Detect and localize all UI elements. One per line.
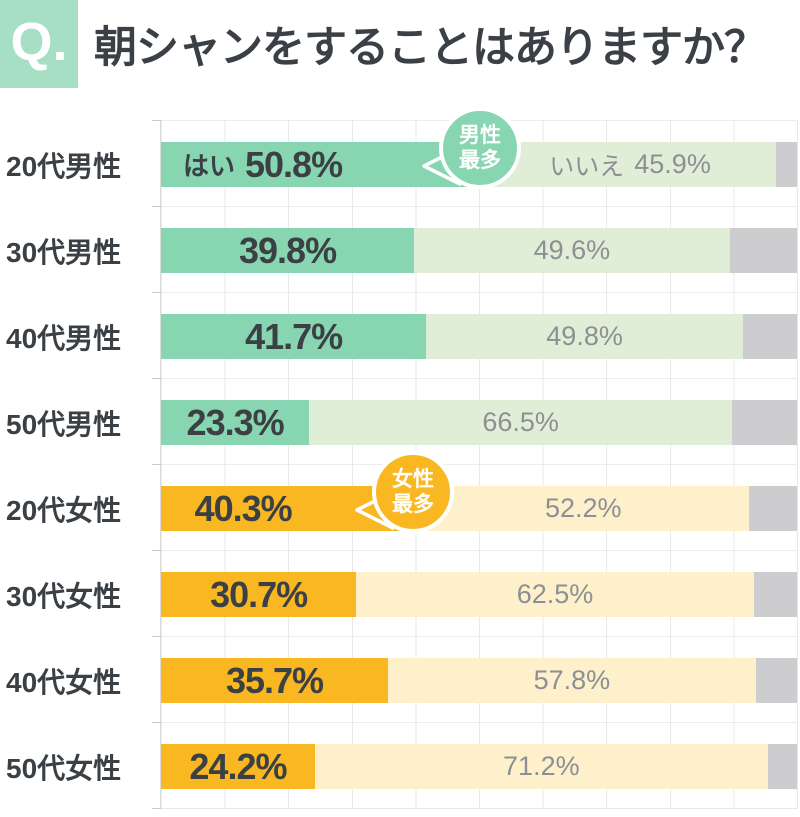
segment-yes: 40.3%: [161, 486, 418, 531]
axis-tick: [152, 808, 161, 809]
chart-row-bar: 23.3% 66.5%: [161, 400, 797, 445]
series-name-yes: はい: [182, 151, 235, 181]
segment-no: 66.5%: [309, 400, 733, 445]
value-no: 71.2%: [503, 751, 580, 781]
chart-row-bar: 41.7% 49.8%: [161, 314, 797, 359]
category-label: 50代女性: [6, 752, 122, 784]
category-label: 40代男性: [6, 322, 122, 354]
header: Q. 朝シャンをすることはありますか？: [0, 0, 800, 92]
category-label: 30代男性: [6, 236, 122, 268]
value-no: 49.8%: [546, 321, 623, 351]
segment-yes: はい 50.8%: [161, 142, 485, 187]
segment-remainder: [767, 744, 797, 789]
value-no: 66.5%: [482, 407, 559, 437]
value-yes: 24.2%: [189, 745, 287, 787]
chart-row-bar: 39.8% 49.6%: [161, 228, 797, 273]
segment-remainder: [729, 228, 797, 273]
chart-row-bar: 35.7% 57.8%: [161, 658, 797, 703]
value-no: 52.2%: [545, 493, 622, 523]
question-badge-label: Q.: [10, 12, 68, 72]
value-no: 57.8%: [533, 665, 611, 695]
axis-tick: [152, 636, 161, 637]
segment-no: 52.2%: [417, 486, 750, 531]
axis-tick: [152, 378, 161, 379]
value-yes: 35.7%: [225, 659, 324, 701]
segment-yes: 24.2%: [161, 744, 315, 789]
chart-row-bar: 40.3% 52.2%: [161, 486, 797, 531]
segment-no: 71.2%: [314, 744, 768, 789]
segment-yes: 23.3%: [161, 400, 310, 445]
segment-yes: 35.7%: [161, 658, 389, 703]
chart-row-bar: 24.2% 71.2%: [161, 744, 797, 789]
segment-remainder: [732, 400, 797, 445]
axis-tick: [152, 292, 161, 293]
value-yes: 50.8%: [245, 143, 343, 185]
axis-tick: [152, 722, 161, 723]
segment-yes: 41.7%: [161, 314, 427, 359]
question-badge: Q.: [0, 0, 78, 88]
value-yes: 39.8%: [239, 229, 337, 271]
plot-area: はい 50.8% いいえ 45.9% 39.8% 49.6% 41.7% 49.8% 23.3%…: [160, 107, 798, 809]
segment-remainder: [742, 314, 797, 359]
segment-no: 62.5%: [356, 572, 754, 617]
axis-tick: [152, 550, 161, 551]
category-label: 20代女性: [6, 494, 122, 526]
value-yes: 30.7%: [210, 573, 308, 615]
segment-yes: 39.8%: [161, 228, 415, 273]
segment-remainder: [755, 658, 797, 703]
category-label: 20代男性: [6, 150, 122, 182]
value-yes: 40.3%: [194, 487, 293, 529]
axis-tick: [152, 120, 161, 121]
segment-no: いいえ 45.9%: [484, 142, 776, 187]
value-no: 62.5%: [516, 579, 594, 609]
value-yes: 23.3%: [186, 401, 285, 443]
chart-row-bar: 30.7% 62.5%: [161, 572, 797, 617]
category-label: 40代女性: [6, 666, 122, 698]
axis-tick: [152, 464, 161, 465]
segment-remainder: [749, 486, 797, 531]
segment-remainder: [753, 572, 797, 617]
segment-no: 57.8%: [388, 658, 756, 703]
category-label: 30代女性: [6, 580, 122, 612]
page-title: 朝シャンをすることはありますか？: [94, 24, 767, 72]
category-label: 50代男性: [6, 408, 122, 440]
series-name-no: いいえ: [549, 152, 625, 181]
value-no: 45.9%: [634, 149, 711, 179]
segment-yes: 30.7%: [161, 572, 357, 617]
segment-no: 49.8%: [426, 314, 743, 359]
value-no: 49.6%: [533, 235, 611, 265]
segment-remainder: [776, 142, 797, 187]
axis-tick: [152, 206, 161, 207]
segment-no: 49.6%: [414, 228, 730, 273]
chart-row-bar: はい 50.8% いいえ 45.9%: [161, 142, 797, 187]
value-yes: 41.7%: [245, 315, 343, 357]
